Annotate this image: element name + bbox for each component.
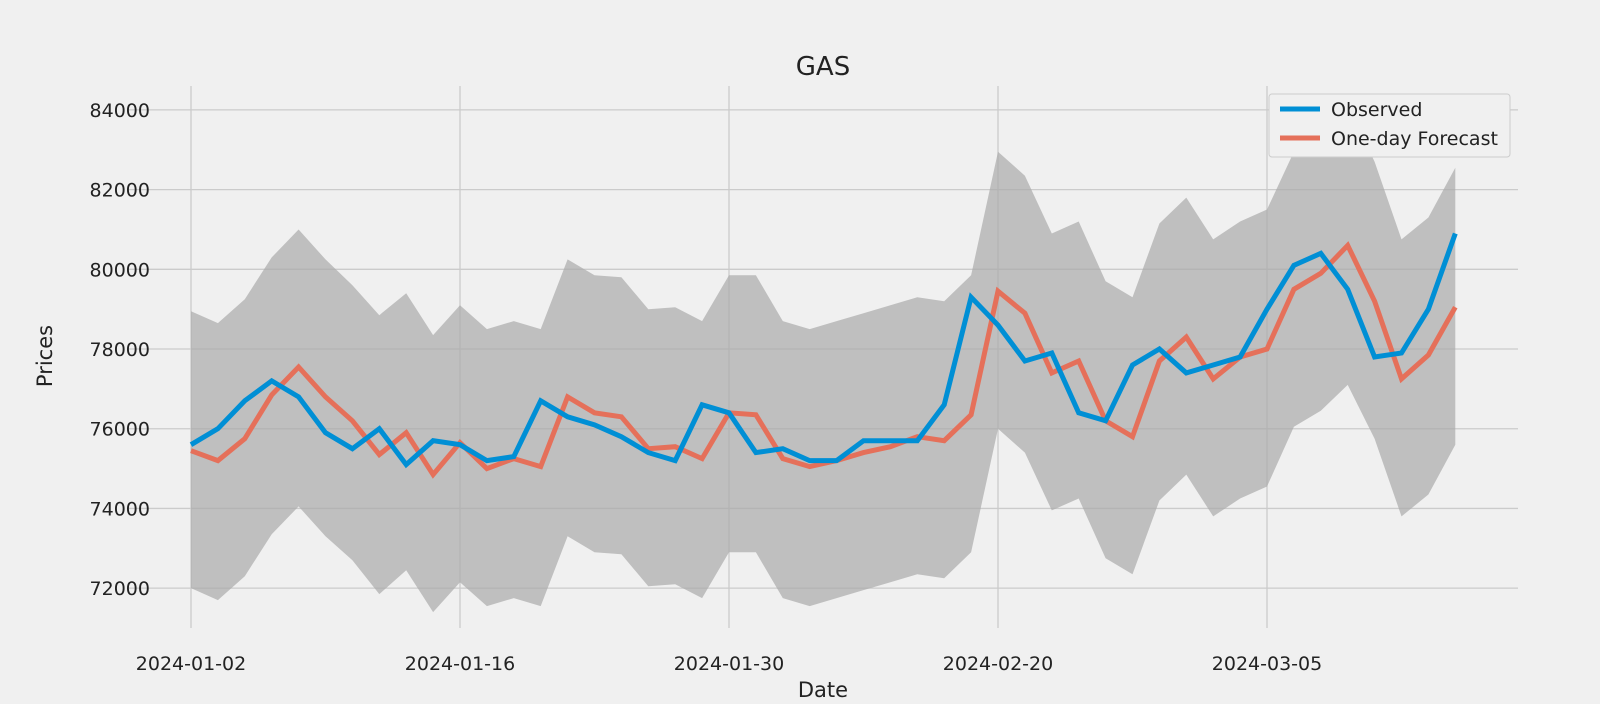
x-tick-label: 2024-01-02 (136, 653, 246, 675)
y-axis-label: Prices (33, 325, 57, 387)
legend-forecast-label: One-day Forecast (1331, 128, 1498, 150)
y-tick-label: 74000 (90, 498, 150, 520)
y-tick-label: 80000 (90, 259, 150, 281)
observed-line (189, 232, 1458, 469)
chart-title: GAS (796, 52, 850, 82)
x-tick-label: 2024-01-16 (405, 653, 515, 675)
confidence-band (191, 105, 1456, 613)
y-tick-label: 72000 (90, 578, 150, 600)
legend-observed-label: Observed (1331, 99, 1422, 121)
series-layer (189, 232, 1458, 479)
y-tick-label: 78000 (90, 339, 150, 361)
forecast-line (190, 241, 1458, 479)
legend: Observed One-day Forecast (1268, 93, 1511, 158)
y-tick-label: 82000 (90, 180, 150, 202)
x-tick-label: 2024-03-05 (1212, 653, 1322, 675)
legend-box (1268, 93, 1511, 158)
tick-labels: 72000 74000 76000 78000 80000 82000 84000 2024-… (90, 100, 1323, 675)
confidence-band-layer (191, 105, 1456, 613)
x-tick-label: 2024-02-20 (943, 653, 1053, 675)
x-tick-label: 2024-01-30 (674, 653, 784, 675)
x-axis-label: Date (798, 678, 848, 700)
y-tick-label: 84000 (90, 100, 150, 122)
y-tick-label: 76000 (90, 419, 150, 441)
